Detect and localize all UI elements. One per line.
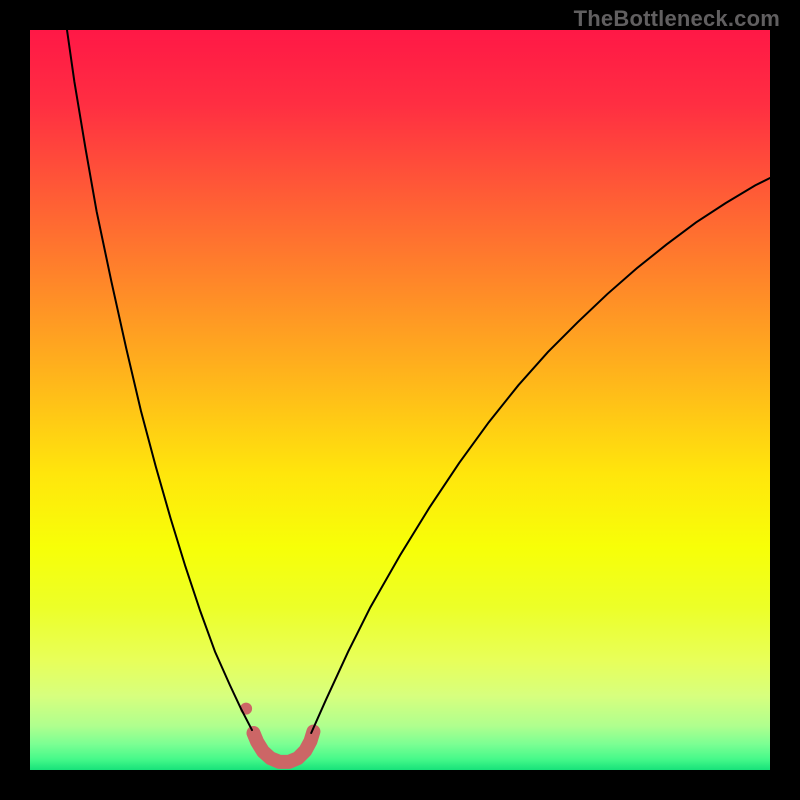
watermark-text: TheBottleneck.com [574, 6, 780, 32]
plot-area [30, 30, 770, 770]
chart-svg [30, 30, 770, 770]
gradient-background [30, 30, 770, 770]
chart-frame: TheBottleneck.com [0, 0, 800, 800]
